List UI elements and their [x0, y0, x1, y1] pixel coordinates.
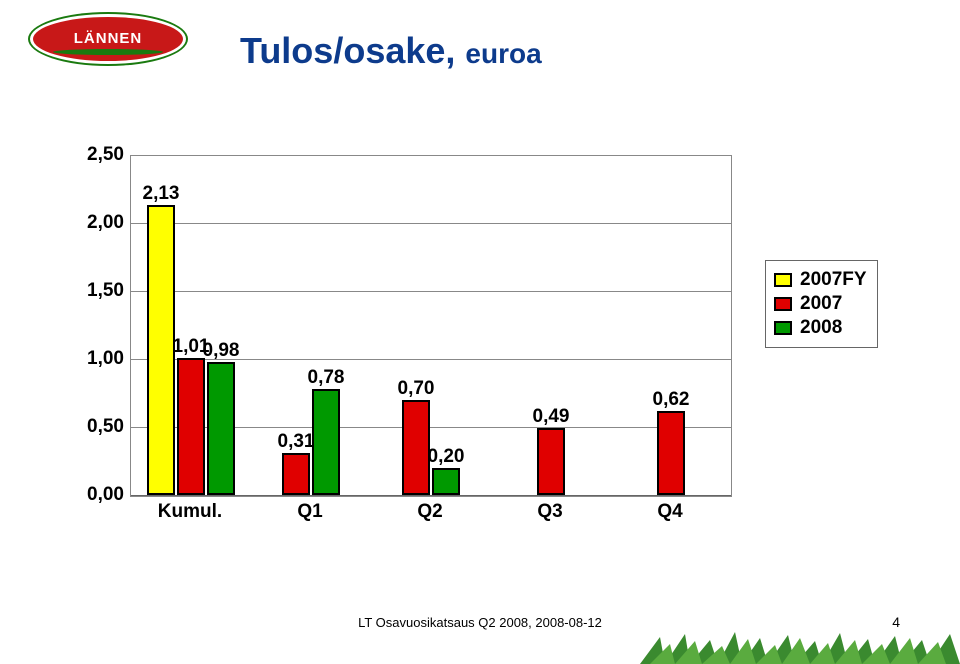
y-axis-label: 2,50	[74, 144, 124, 166]
chart-bar: 0,62	[657, 411, 685, 495]
x-axis-label: Q3	[537, 501, 562, 523]
legend-item: 2007	[774, 293, 867, 315]
bar-chart: 2,131,010,980,310,780,700,200,490,62 0,0…	[70, 155, 740, 525]
x-axis-label: Q2	[417, 501, 442, 523]
legend-label: 2007	[800, 293, 842, 315]
gridline	[131, 155, 731, 156]
chart-bar: 2,13	[147, 205, 175, 495]
footer-text: LT Osavuosikatsaus Q2 2008, 2008-08-12	[0, 615, 960, 630]
y-axis-label: 0,50	[74, 416, 124, 438]
legend-label: 2008	[800, 317, 842, 339]
y-axis-label: 1,50	[74, 280, 124, 302]
chart-plot-area: 2,131,010,980,310,780,700,200,490,62	[130, 155, 731, 496]
gridline	[131, 223, 731, 224]
logo-swoosh	[53, 49, 163, 55]
y-axis-label: 2,00	[74, 212, 124, 234]
x-axis-label: Kumul.	[158, 501, 222, 523]
y-axis-label: 1,00	[74, 348, 124, 370]
logo-oval: LÄNNEN	[30, 14, 186, 64]
legend-item: 2007FY	[774, 269, 867, 291]
bar-value-label: 0,31	[278, 431, 315, 453]
chart-legend: 2007FY20072008	[765, 260, 878, 348]
gridline	[131, 291, 731, 292]
legend-label: 2007FY	[800, 269, 867, 291]
legend-swatch	[774, 321, 792, 335]
chart-bar: 0,20	[432, 468, 460, 495]
chart-bar: 0,31	[282, 453, 310, 495]
bar-value-label: 0,98	[203, 340, 240, 362]
bar-value-label: 2,13	[143, 183, 180, 205]
brand-logo: LÄNNEN	[30, 14, 180, 58]
x-axis-label: Q4	[657, 501, 682, 523]
bar-value-label: 0,78	[308, 367, 345, 389]
legend-swatch	[774, 297, 792, 311]
legend-swatch	[774, 273, 792, 287]
bar-value-label: 0,49	[533, 406, 570, 428]
chart-bar: 0,49	[537, 428, 565, 495]
bar-value-label: 0,70	[398, 378, 435, 400]
title-main: Tulos/osake,	[240, 30, 455, 71]
chart-bar: 0,98	[207, 362, 235, 495]
legend-item: 2008	[774, 317, 867, 339]
grass-decoration	[640, 632, 960, 664]
chart-bar: 0,70	[402, 400, 430, 495]
y-axis-label: 0,00	[74, 484, 124, 506]
logo-text: LÄNNEN	[74, 30, 143, 47]
chart-bar: 1,01	[177, 358, 205, 495]
slide-title: Tulos/osake, euroa	[240, 30, 542, 72]
bar-value-label: 0,62	[653, 389, 690, 411]
bar-value-label: 0,20	[428, 446, 465, 468]
x-axis-label: Q1	[297, 501, 322, 523]
page-number: 4	[892, 614, 900, 630]
chart-bar: 0,78	[312, 389, 340, 495]
title-subtext: euroa	[465, 38, 541, 69]
